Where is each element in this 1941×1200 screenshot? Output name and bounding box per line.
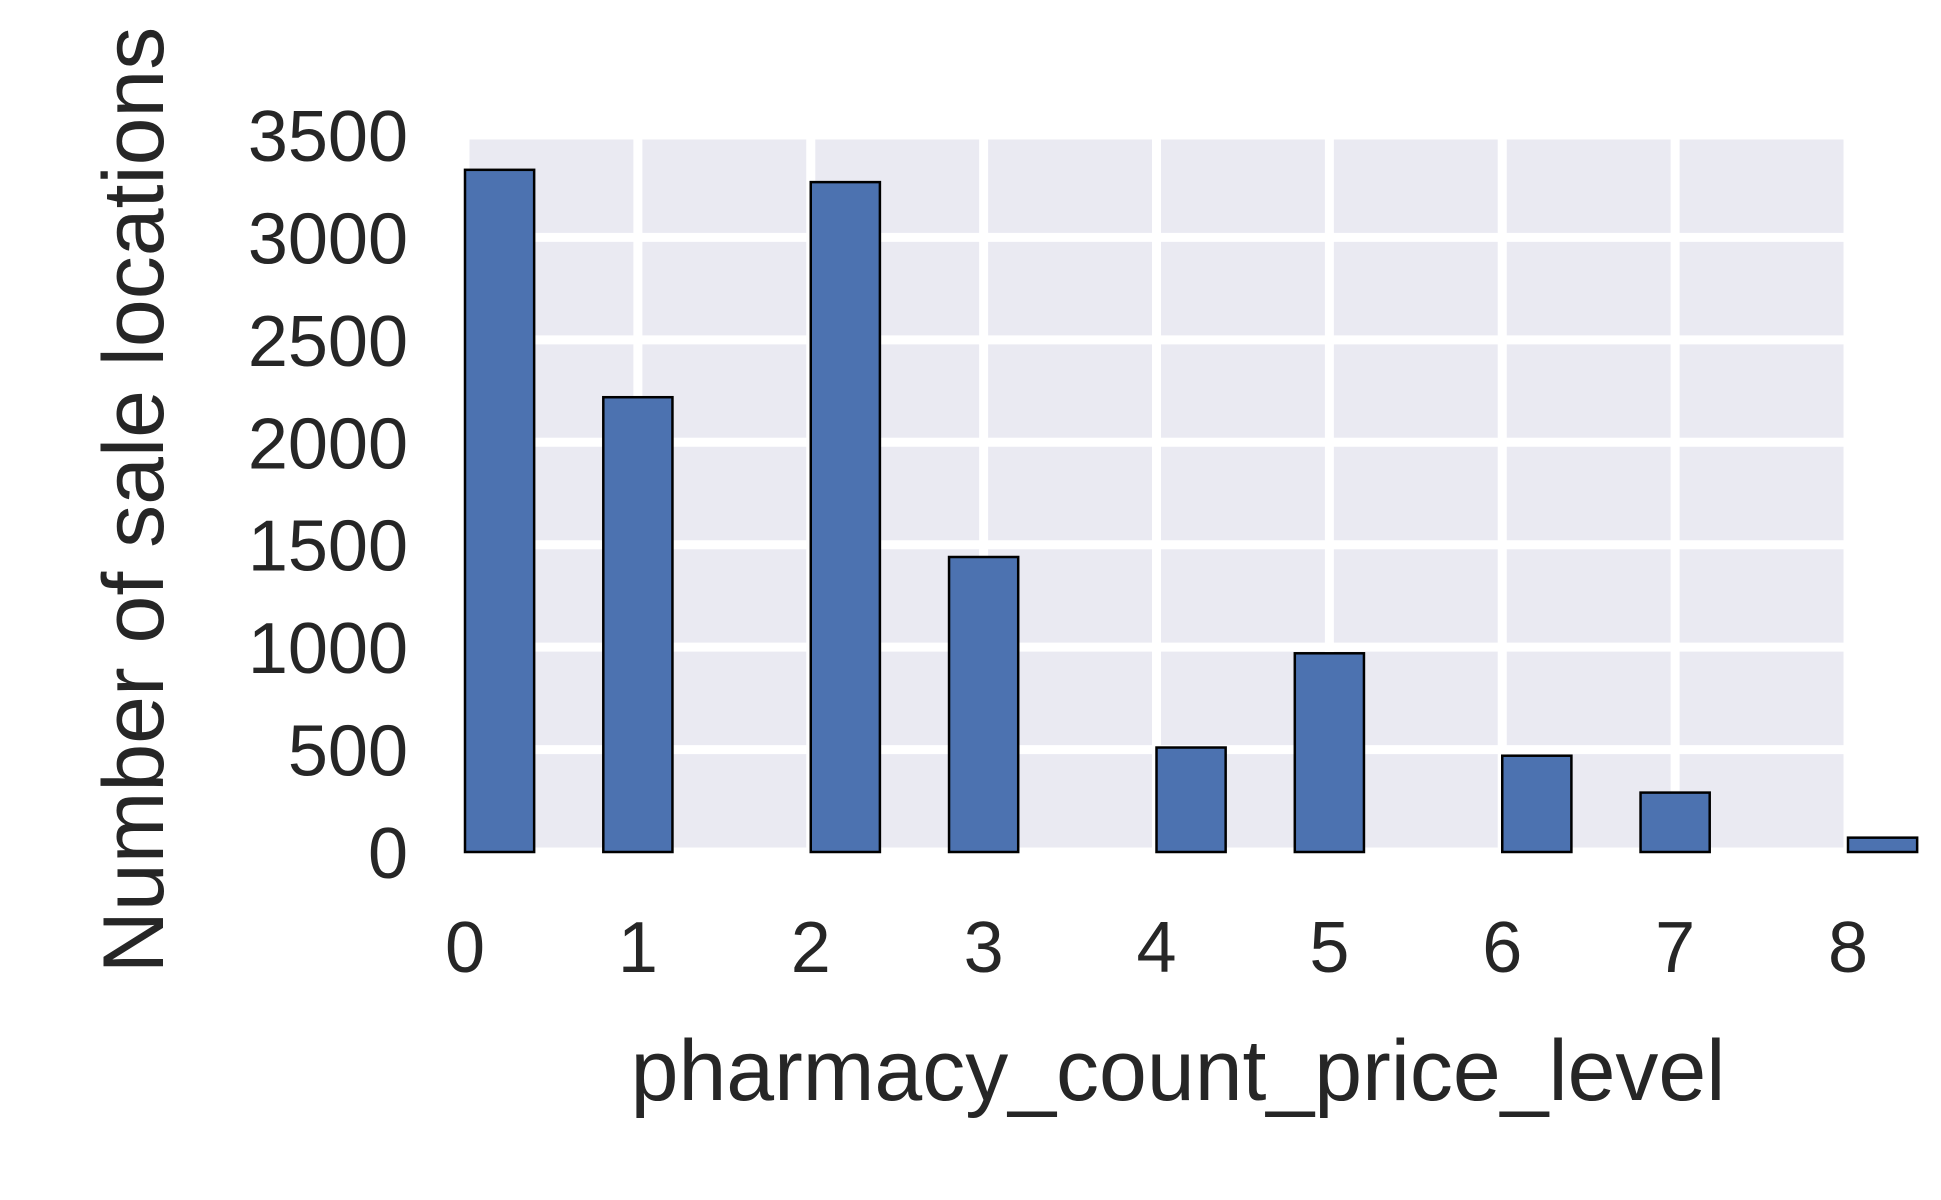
y-tick-label: 1500 [248,507,408,587]
bars [463,168,1919,854]
bar-2 [809,180,882,854]
x-axis-label: pharmacy_count_price_level [631,1023,1726,1119]
x-tick-label: 8 [1828,908,1868,988]
bar-7 [1639,791,1711,854]
x-tick-label: 4 [1136,908,1176,988]
bar-6 [1501,754,1573,854]
x-tick-label: 3 [964,908,1004,988]
y-axis-label: Number of sale locations [86,27,182,973]
x-tick-label: 5 [1309,908,1349,988]
x-tick-label: 1 [618,908,658,988]
y-tick-label: 0 [368,814,408,894]
bar-0 [463,168,536,854]
x-tick-label: 2 [791,908,831,988]
bar-5 [1293,652,1366,854]
y-tick-label: 2000 [248,404,408,484]
y-tick-label: 2500 [248,302,408,382]
y-tick-label: 3500 [248,97,408,177]
bar-8 [1846,836,1919,854]
x-tick-label: 0 [445,908,485,988]
x-tick-labels: 0 1 2 3 4 5 6 7 8 [445,908,1868,988]
bar-4 [1155,746,1227,854]
bar-1 [602,395,674,854]
y-tick-label: 500 [288,712,408,792]
y-tick-labels: 0 500 1000 1500 2000 2500 3000 3500 [248,97,408,894]
x-tick-label: 7 [1655,908,1695,988]
y-tick-label: 3000 [248,199,408,279]
x-tick-label: 6 [1482,908,1522,988]
y-tick-label: 1000 [248,609,408,689]
bar-3 [947,555,1020,854]
